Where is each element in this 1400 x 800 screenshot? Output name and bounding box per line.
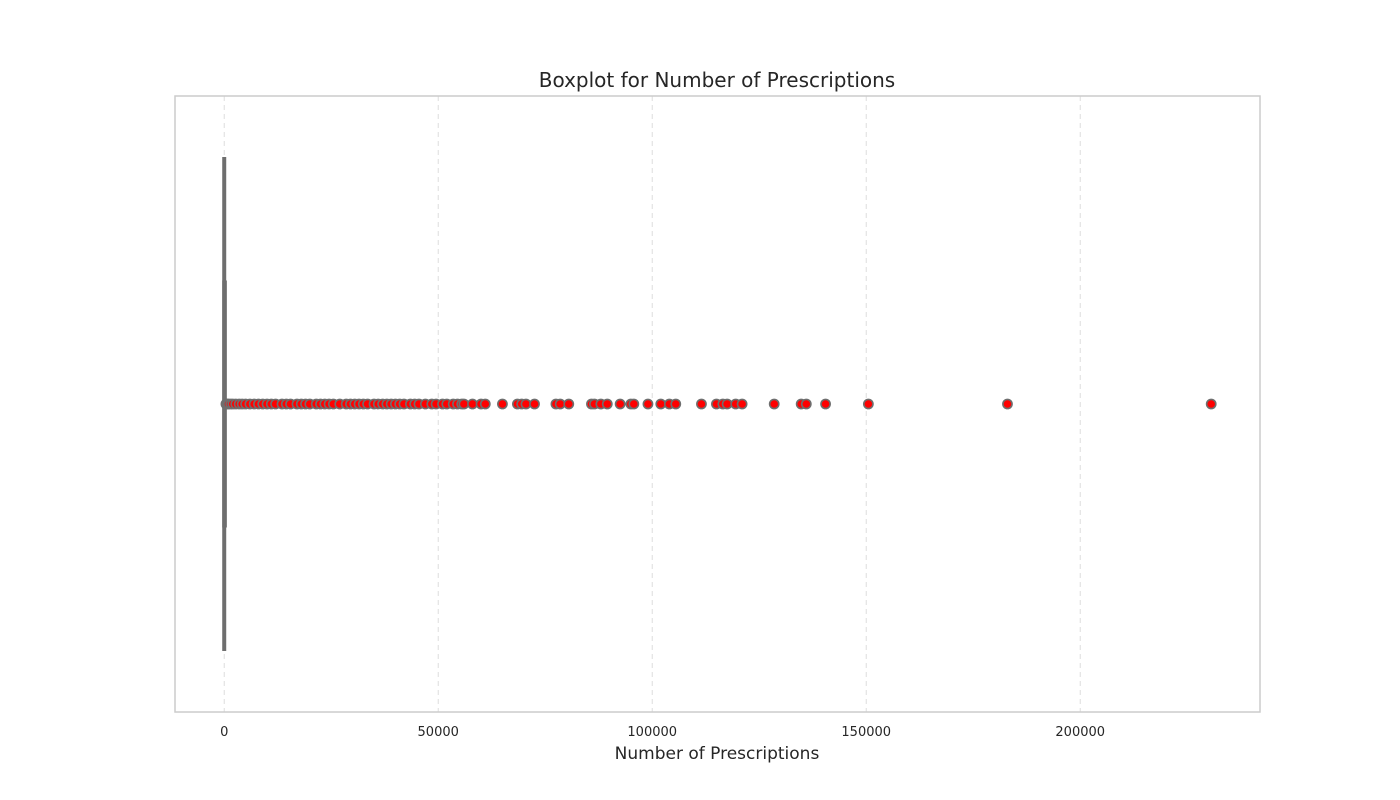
outlier-point	[768, 398, 780, 410]
chart-title: Boxplot for Number of Prescriptions	[539, 68, 895, 92]
x-tick-label: 100000	[627, 725, 677, 740]
outlier-point	[670, 398, 682, 410]
outlier-point	[628, 398, 640, 410]
outlier-point	[736, 398, 748, 410]
outlier-point	[601, 398, 613, 410]
x-tick-label: 0	[220, 725, 228, 740]
x-tick-label: 50000	[418, 725, 459, 740]
plot-frame	[174, 95, 1261, 713]
outlier-point	[642, 398, 654, 410]
outlier-point	[563, 398, 575, 410]
x-tick-label: 150000	[841, 725, 891, 740]
outlier-point	[529, 398, 540, 410]
outlier-point	[862, 398, 874, 410]
outlier-point	[800, 398, 812, 410]
outlier-point	[479, 398, 491, 410]
outlier-point	[1002, 398, 1013, 410]
x-axis-ticks: 0 50000 100000 150000 200000	[220, 725, 1105, 740]
outlier-point	[820, 398, 831, 410]
outlier-point	[696, 398, 707, 410]
outlier-point	[1205, 398, 1217, 410]
x-axis-label: Number of Prescriptions	[615, 744, 820, 764]
outlier-group	[220, 398, 1217, 410]
outlier-point	[497, 398, 508, 410]
outlier-point	[614, 398, 626, 410]
x-tick-label: 200000	[1055, 725, 1105, 740]
